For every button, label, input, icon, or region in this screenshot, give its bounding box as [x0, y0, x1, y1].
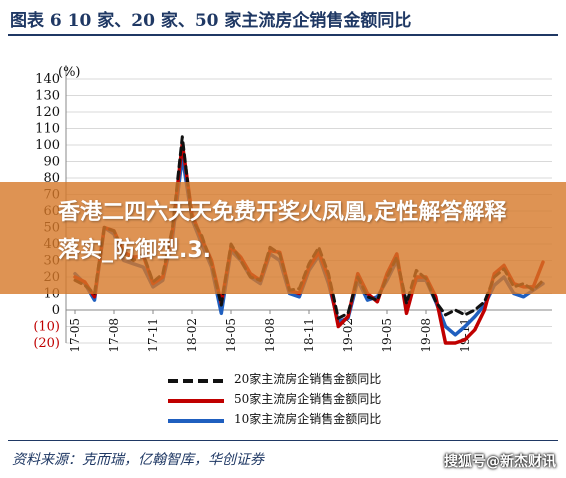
y-tick-label: 140	[35, 72, 60, 87]
x-tick-label: 18-08	[263, 318, 277, 353]
y-tick-label: (20)	[33, 336, 60, 351]
y-tick-label: (10)	[33, 320, 60, 335]
y-tick-label: 90	[43, 155, 60, 170]
legend-swatch-10	[168, 419, 224, 423]
x-tick-label: 17-11	[146, 318, 160, 353]
x-tick-label: 18-05	[224, 318, 238, 353]
legend-label-10: 10家主流房企销售金额同比	[234, 412, 382, 426]
legend-swatch-20	[168, 379, 224, 383]
title-divider	[8, 34, 558, 36]
y-tick-label: 100	[35, 138, 60, 153]
x-tick-label: 17-05	[68, 318, 82, 353]
x-tick-label: 19-02	[341, 318, 355, 353]
source-divider	[8, 440, 558, 441]
y-tick-label: 0	[52, 303, 60, 318]
y-tick-label: 130	[35, 89, 60, 104]
legend-label-20: 20家主流房企销售金额同比	[234, 372, 382, 386]
y-tick-label: 110	[35, 122, 60, 137]
legend-swatch-50	[168, 399, 224, 403]
x-tick-label: 17-08	[107, 318, 121, 353]
legend-label-50: 50家主流房企销售金额同比	[234, 392, 382, 406]
x-tick-label: 19-11	[458, 318, 472, 353]
overlay-text: 香港二四六天天免费开奖火凤凰,定性解答解释落实_防御型.3.	[58, 200, 507, 263]
x-axis: 17-05 17-08 17-11 18-02 18-05 18-08 18-11 19-02…	[66, 309, 552, 353]
x-tick-label: 18-11	[302, 318, 316, 353]
source-note: 资料来源：克而瑞，亿翰智库，华创证券	[12, 452, 264, 468]
figure-title: 图表 6 10 家、20 家、50 家主流房企销售金额同比	[10, 11, 412, 31]
y-unit-label: (%)	[58, 65, 81, 80]
overlay-banner	[0, 182, 566, 294]
x-tick-label: 19-05	[380, 318, 394, 353]
x-tick-label: 18-02	[185, 318, 199, 353]
x-tick-label: 19-08	[419, 318, 433, 353]
y-tick-label: 120	[35, 105, 60, 120]
watermark: 搜狐号@新杰财讯	[444, 454, 556, 470]
